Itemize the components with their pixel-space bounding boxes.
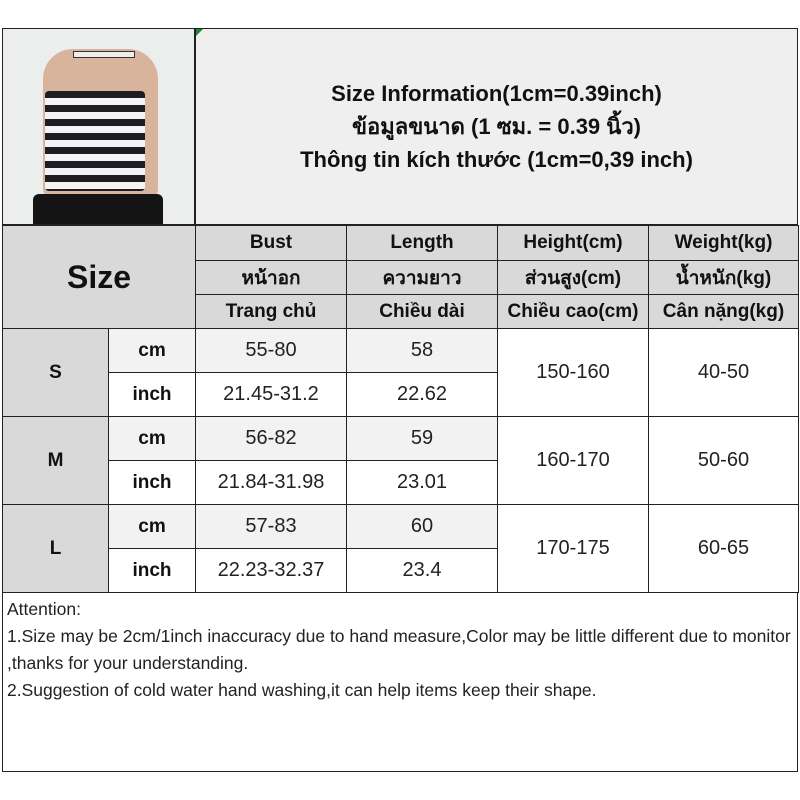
height-value: 170-175 (497, 504, 649, 593)
column-header: Chiều dài (346, 294, 498, 329)
attention-title: Attention: (7, 599, 81, 619)
weight-value: 60-65 (648, 504, 799, 593)
length-inch: 23.4 (346, 548, 498, 593)
title-vietnamese: Thông tin kích thước (1cm=0,39 inch) (300, 147, 693, 172)
length-cm: 60 (346, 504, 498, 549)
attention-item: 2.Suggestion of cold water hand washing,… (7, 680, 597, 700)
column-header: Trang chủ (195, 294, 347, 329)
size-information-title: Size Information(1cm=0.39inch) ข้อมูลขนา… (195, 28, 798, 225)
length-cm: 58 (346, 328, 498, 373)
attention-notes: Attention: 1.Size may be 2cm/1inch inacc… (2, 592, 798, 772)
column-header: Weight(kg) (648, 225, 799, 261)
title-thai: ข้อมูลขนาด (1 ซม. = 0.39 นิ้ว) (351, 114, 641, 139)
column-header: หน้าอก (195, 260, 347, 295)
column-header: ความยาว (346, 260, 498, 295)
bust-cm: 57-83 (195, 504, 347, 549)
size-label: S (2, 328, 109, 417)
unit-label: cm (108, 504, 196, 549)
bust-inch: 22.23-32.37 (195, 548, 347, 593)
height-value: 150-160 (497, 328, 649, 417)
size-header: Size (2, 225, 196, 329)
unit-label: cm (108, 416, 196, 461)
bust-cm: 56-82 (195, 416, 347, 461)
length-cm: 59 (346, 416, 498, 461)
length-inch: 22.62 (346, 372, 498, 417)
length-inch: 23.01 (346, 460, 498, 505)
bust-inch: 21.84-31.98 (195, 460, 347, 505)
unit-label: inch (108, 372, 196, 417)
title-english: Size Information(1cm=0.39inch) (331, 81, 662, 106)
bust-inch: 21.45-31.2 (195, 372, 347, 417)
column-header: Bust (195, 225, 347, 261)
weight-value: 50-60 (648, 416, 799, 505)
unit-label: inch (108, 548, 196, 593)
column-header: Cân nặng(kg) (648, 294, 799, 329)
attention-item: 1.Size may be 2cm/1inch inaccuracy due t… (7, 626, 791, 673)
column-header: Height(cm) (497, 225, 649, 261)
column-header: ส่วนสูง(cm) (497, 260, 649, 295)
bust-cm: 55-80 (195, 328, 347, 373)
unit-label: inch (108, 460, 196, 505)
product-photo (2, 28, 195, 225)
size-label: M (2, 416, 109, 505)
weight-value: 40-50 (648, 328, 799, 417)
height-value: 160-170 (497, 416, 649, 505)
column-header: น้ำหนัก(kg) (648, 260, 799, 295)
column-header: Length (346, 225, 498, 261)
unit-label: cm (108, 328, 196, 373)
size-label: L (2, 504, 109, 593)
column-header: Chiều cao(cm) (497, 294, 649, 329)
